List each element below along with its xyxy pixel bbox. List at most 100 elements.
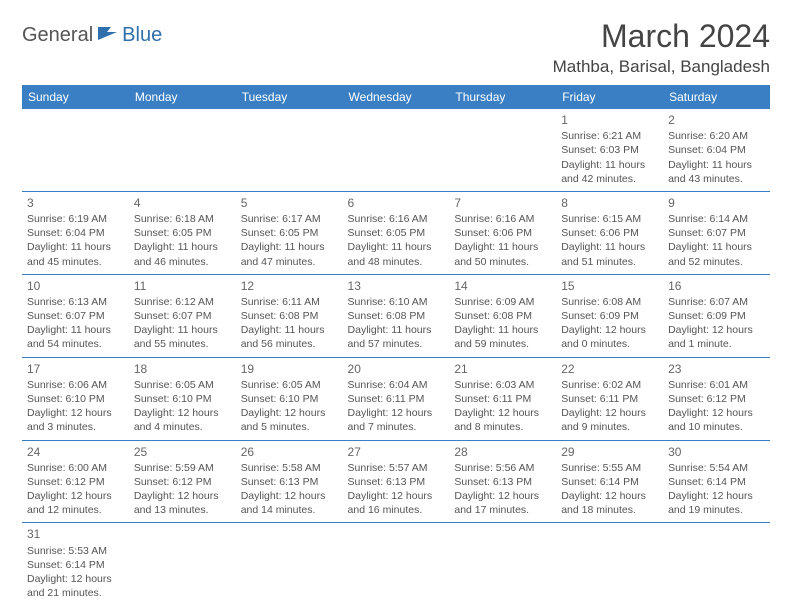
day-number: 21: [454, 361, 551, 377]
sunset-text: Sunset: 6:13 PM: [241, 475, 338, 489]
calendar-day-cell: 23Sunrise: 6:01 AMSunset: 6:12 PMDayligh…: [663, 357, 770, 440]
daylight-text: Daylight: 12 hours: [241, 406, 338, 420]
daylight-text: Daylight: 11 hours: [348, 240, 445, 254]
day-number: 20: [348, 361, 445, 377]
calendar-day-cell: 15Sunrise: 6:08 AMSunset: 6:09 PMDayligh…: [556, 274, 663, 357]
day-number: 31: [27, 526, 124, 542]
calendar-day-cell: 22Sunrise: 6:02 AMSunset: 6:11 PMDayligh…: [556, 357, 663, 440]
daylight-text: and 57 minutes.: [348, 337, 445, 351]
sunset-text: Sunset: 6:05 PM: [134, 226, 231, 240]
sunset-text: Sunset: 6:07 PM: [134, 309, 231, 323]
daylight-text: Daylight: 12 hours: [27, 489, 124, 503]
daylight-text: and 19 minutes.: [668, 503, 765, 517]
weekday-header: Saturday: [663, 85, 770, 109]
logo: General Blue: [22, 18, 162, 47]
daylight-text: Daylight: 11 hours: [134, 240, 231, 254]
sunrise-text: Sunrise: 6:00 AM: [27, 461, 124, 475]
weekday-header: Thursday: [449, 85, 556, 109]
sunrise-text: Sunrise: 5:59 AM: [134, 461, 231, 475]
daylight-text: Daylight: 11 hours: [668, 158, 765, 172]
sunset-text: Sunset: 6:10 PM: [241, 392, 338, 406]
sunrise-text: Sunrise: 5:55 AM: [561, 461, 658, 475]
daylight-text: and 1 minute.: [668, 337, 765, 351]
daylight-text: Daylight: 12 hours: [561, 323, 658, 337]
day-number: 8: [561, 195, 658, 211]
calendar-empty-cell: [343, 523, 450, 605]
daylight-text: and 42 minutes.: [561, 172, 658, 186]
day-number: 1: [561, 112, 658, 128]
sunrise-text: Sunrise: 6:01 AM: [668, 378, 765, 392]
sunset-text: Sunset: 6:14 PM: [27, 558, 124, 572]
daylight-text: Daylight: 12 hours: [348, 406, 445, 420]
calendar-day-cell: 19Sunrise: 6:05 AMSunset: 6:10 PMDayligh…: [236, 357, 343, 440]
calendar-day-cell: 4Sunrise: 6:18 AMSunset: 6:05 PMDaylight…: [129, 191, 236, 274]
daylight-text: Daylight: 12 hours: [668, 489, 765, 503]
calendar-day-cell: 12Sunrise: 6:11 AMSunset: 6:08 PMDayligh…: [236, 274, 343, 357]
calendar-day-cell: 10Sunrise: 6:13 AMSunset: 6:07 PMDayligh…: [22, 274, 129, 357]
sunrise-text: Sunrise: 6:05 AM: [134, 378, 231, 392]
daylight-text: Daylight: 12 hours: [241, 489, 338, 503]
sunset-text: Sunset: 6:10 PM: [134, 392, 231, 406]
daylight-text: and 59 minutes.: [454, 337, 551, 351]
daylight-text: and 13 minutes.: [134, 503, 231, 517]
daylight-text: and 48 minutes.: [348, 255, 445, 269]
daylight-text: Daylight: 12 hours: [668, 323, 765, 337]
daylight-text: and 16 minutes.: [348, 503, 445, 517]
sunrise-text: Sunrise: 6:11 AM: [241, 295, 338, 309]
page-header: General Blue March 2024 Mathba, Barisal,…: [22, 18, 770, 77]
sunset-text: Sunset: 6:09 PM: [668, 309, 765, 323]
sunset-text: Sunset: 6:07 PM: [27, 309, 124, 323]
daylight-text: and 51 minutes.: [561, 255, 658, 269]
sunset-text: Sunset: 6:13 PM: [348, 475, 445, 489]
day-number: 28: [454, 444, 551, 460]
calendar-week-row: 31Sunrise: 5:53 AMSunset: 6:14 PMDayligh…: [22, 523, 770, 605]
daylight-text: Daylight: 12 hours: [134, 406, 231, 420]
sunset-text: Sunset: 6:07 PM: [668, 226, 765, 240]
sunrise-text: Sunrise: 6:13 AM: [27, 295, 124, 309]
calendar-empty-cell: [22, 109, 129, 191]
sunrise-text: Sunrise: 5:56 AM: [454, 461, 551, 475]
day-number: 29: [561, 444, 658, 460]
day-number: 5: [241, 195, 338, 211]
daylight-text: and 14 minutes.: [241, 503, 338, 517]
sunset-text: Sunset: 6:12 PM: [27, 475, 124, 489]
day-number: 4: [134, 195, 231, 211]
calendar-day-cell: 5Sunrise: 6:17 AMSunset: 6:05 PMDaylight…: [236, 191, 343, 274]
daylight-text: Daylight: 11 hours: [348, 323, 445, 337]
logo-text-general: General: [22, 24, 93, 47]
title-block: March 2024 Mathba, Barisal, Bangladesh: [553, 18, 770, 77]
day-number: 6: [348, 195, 445, 211]
calendar-day-cell: 14Sunrise: 6:09 AMSunset: 6:08 PMDayligh…: [449, 274, 556, 357]
sunrise-text: Sunrise: 6:08 AM: [561, 295, 658, 309]
daylight-text: Daylight: 11 hours: [668, 240, 765, 254]
daylight-text: Daylight: 11 hours: [561, 158, 658, 172]
weekday-header: Sunday: [22, 85, 129, 109]
sunset-text: Sunset: 6:10 PM: [27, 392, 124, 406]
day-number: 24: [27, 444, 124, 460]
daylight-text: and 52 minutes.: [668, 255, 765, 269]
daylight-text: and 54 minutes.: [27, 337, 124, 351]
day-number: 2: [668, 112, 765, 128]
daylight-text: Daylight: 12 hours: [348, 489, 445, 503]
calendar-empty-cell: [449, 109, 556, 191]
sunrise-text: Sunrise: 5:58 AM: [241, 461, 338, 475]
sunset-text: Sunset: 6:13 PM: [454, 475, 551, 489]
daylight-text: and 5 minutes.: [241, 420, 338, 434]
daylight-text: Daylight: 12 hours: [561, 406, 658, 420]
location-subtitle: Mathba, Barisal, Bangladesh: [553, 57, 770, 77]
day-number: 17: [27, 361, 124, 377]
day-number: 25: [134, 444, 231, 460]
calendar-day-cell: 20Sunrise: 6:04 AMSunset: 6:11 PMDayligh…: [343, 357, 450, 440]
daylight-text: Daylight: 12 hours: [134, 489, 231, 503]
sunrise-text: Sunrise: 6:04 AM: [348, 378, 445, 392]
calendar-day-cell: 27Sunrise: 5:57 AMSunset: 6:13 PMDayligh…: [343, 440, 450, 523]
calendar-week-row: 24Sunrise: 6:00 AMSunset: 6:12 PMDayligh…: [22, 440, 770, 523]
sunrise-text: Sunrise: 6:21 AM: [561, 129, 658, 143]
daylight-text: Daylight: 11 hours: [454, 240, 551, 254]
calendar-header-row: SundayMondayTuesdayWednesdayThursdayFrid…: [22, 85, 770, 109]
month-title: March 2024: [553, 18, 770, 55]
day-number: 13: [348, 278, 445, 294]
daylight-text: and 3 minutes.: [27, 420, 124, 434]
calendar-empty-cell: [343, 109, 450, 191]
daylight-text: and 56 minutes.: [241, 337, 338, 351]
